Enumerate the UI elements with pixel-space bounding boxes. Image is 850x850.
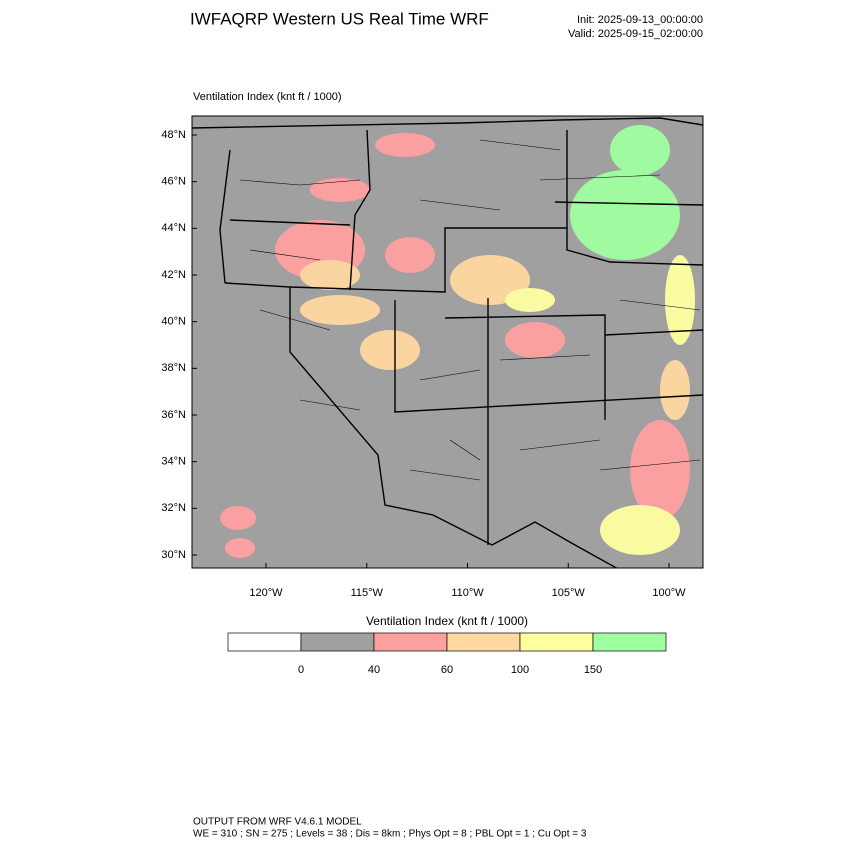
state-line (219, 149, 351, 284)
area (505, 288, 555, 312)
area (310, 178, 370, 202)
area (600, 505, 680, 555)
colorbar-box (446, 632, 521, 652)
lon-label: 105°W (552, 587, 586, 599)
area (375, 133, 435, 157)
border (192, 117, 703, 129)
lon-label: 120°W (249, 587, 283, 599)
lat-label: 46°N (161, 176, 186, 188)
area (225, 538, 255, 558)
colorbar-box (373, 632, 448, 652)
area (220, 506, 256, 530)
lat-label: 40°N (161, 316, 186, 328)
title: IWFAQRP Western US Real Time WRF (190, 9, 489, 28)
footer-line: WE = 310 ; SN = 275 ; Levels = 38 ; Dis … (193, 829, 587, 840)
area (505, 322, 565, 358)
boundaries (192, 117, 703, 568)
lon-label: 100°W (652, 587, 686, 599)
map-frame (191, 115, 704, 569)
lon-label: 115°W (351, 587, 384, 599)
area (630, 420, 690, 520)
lat-label: 32°N (161, 502, 186, 514)
map (192, 116, 703, 568)
colorbar-label: 100 (511, 664, 529, 676)
colorbar-label: 150 (584, 664, 602, 676)
colorbar-box (300, 632, 375, 652)
valid-time: Valid: 2025-09-15_02:00:00 (568, 28, 703, 40)
lat-label: 48°N (161, 129, 186, 141)
colorbar-label: 60 (441, 664, 453, 676)
colorbar-label: 40 (368, 664, 380, 676)
lat-label: 42°N (161, 269, 186, 281)
area (660, 360, 690, 420)
map-subtitle: Ventilation Index (knt ft / 1000) (193, 91, 342, 103)
lat-label: 38°N (161, 362, 186, 374)
border (224, 282, 618, 568)
area (385, 237, 435, 273)
county-line (239, 139, 701, 481)
area (610, 125, 670, 175)
area (300, 295, 380, 325)
area (300, 260, 360, 290)
lat-label: 36°N (161, 409, 186, 421)
colorbar-label: 0 (298, 664, 304, 676)
colorbar-box (592, 632, 667, 652)
area (570, 170, 680, 260)
init-time: Init: 2025-09-13_00:00:00 (577, 14, 703, 26)
lat-label: 34°N (161, 456, 186, 468)
area (450, 255, 530, 305)
index-areas (220, 125, 695, 558)
colorbar-box (227, 632, 302, 652)
area (665, 255, 695, 345)
colorbar-box (519, 632, 594, 652)
lat-label: 44°N (161, 222, 186, 234)
colorbar-title: Ventilation Index (knt ft / 1000) (366, 614, 528, 628)
lon-label: 110°W (451, 587, 484, 599)
footer-line: OUTPUT FROM WRF V4.6.1 MODEL (193, 817, 362, 828)
area (360, 330, 420, 370)
lat-label: 30°N (161, 549, 186, 561)
